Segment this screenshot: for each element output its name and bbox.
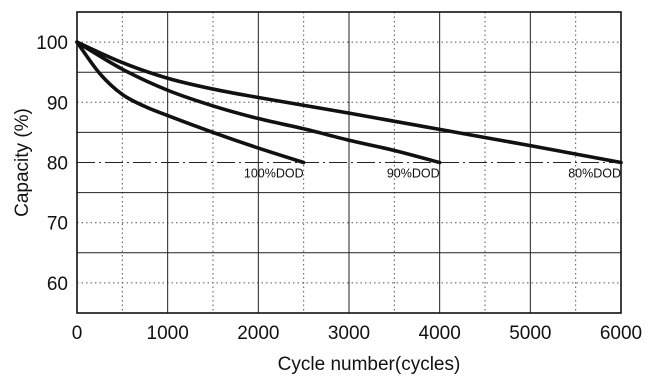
y-tick-label: 70 bbox=[47, 214, 68, 235]
y-tick-label: 90 bbox=[47, 93, 68, 114]
grid-major bbox=[77, 12, 621, 313]
series-line-100pctdod bbox=[75, 40, 306, 165]
series-line-90pctdod bbox=[75, 40, 442, 165]
y-tick-label: 80 bbox=[47, 154, 68, 175]
series-label-90pctdod: 90%DOD bbox=[387, 167, 440, 181]
plot-frame bbox=[76, 11, 622, 314]
y-tick-labels: 60 70 80 90 100 bbox=[36, 33, 68, 295]
y-axis-title: Capacity (%) bbox=[12, 108, 33, 217]
x-tick-label: 0 bbox=[72, 323, 83, 344]
x-axis-title: Cycle number(cycles) bbox=[278, 354, 461, 375]
series-labels: 100%DOD 90%DOD 80%DOD bbox=[244, 167, 621, 181]
x-tick-label: 2000 bbox=[237, 323, 279, 344]
x-tick-label: 6000 bbox=[600, 323, 642, 344]
x-tick-label: 3000 bbox=[328, 323, 370, 344]
series-label-100pctdod: 100%DOD bbox=[244, 167, 304, 181]
y-tick-label: 60 bbox=[47, 274, 68, 295]
y-tick-label: 100 bbox=[36, 33, 68, 54]
x-tick-label: 1000 bbox=[147, 323, 189, 344]
series-lines bbox=[75, 40, 623, 165]
x-tick-labels: 0 1000 2000 3000 4000 5000 6000 bbox=[72, 323, 642, 344]
x-tick-label: 5000 bbox=[509, 323, 551, 344]
series-label-80pctdod: 80%DOD bbox=[568, 167, 621, 181]
series-line-80pctdod bbox=[75, 40, 623, 165]
x-tick-label: 4000 bbox=[419, 323, 461, 344]
